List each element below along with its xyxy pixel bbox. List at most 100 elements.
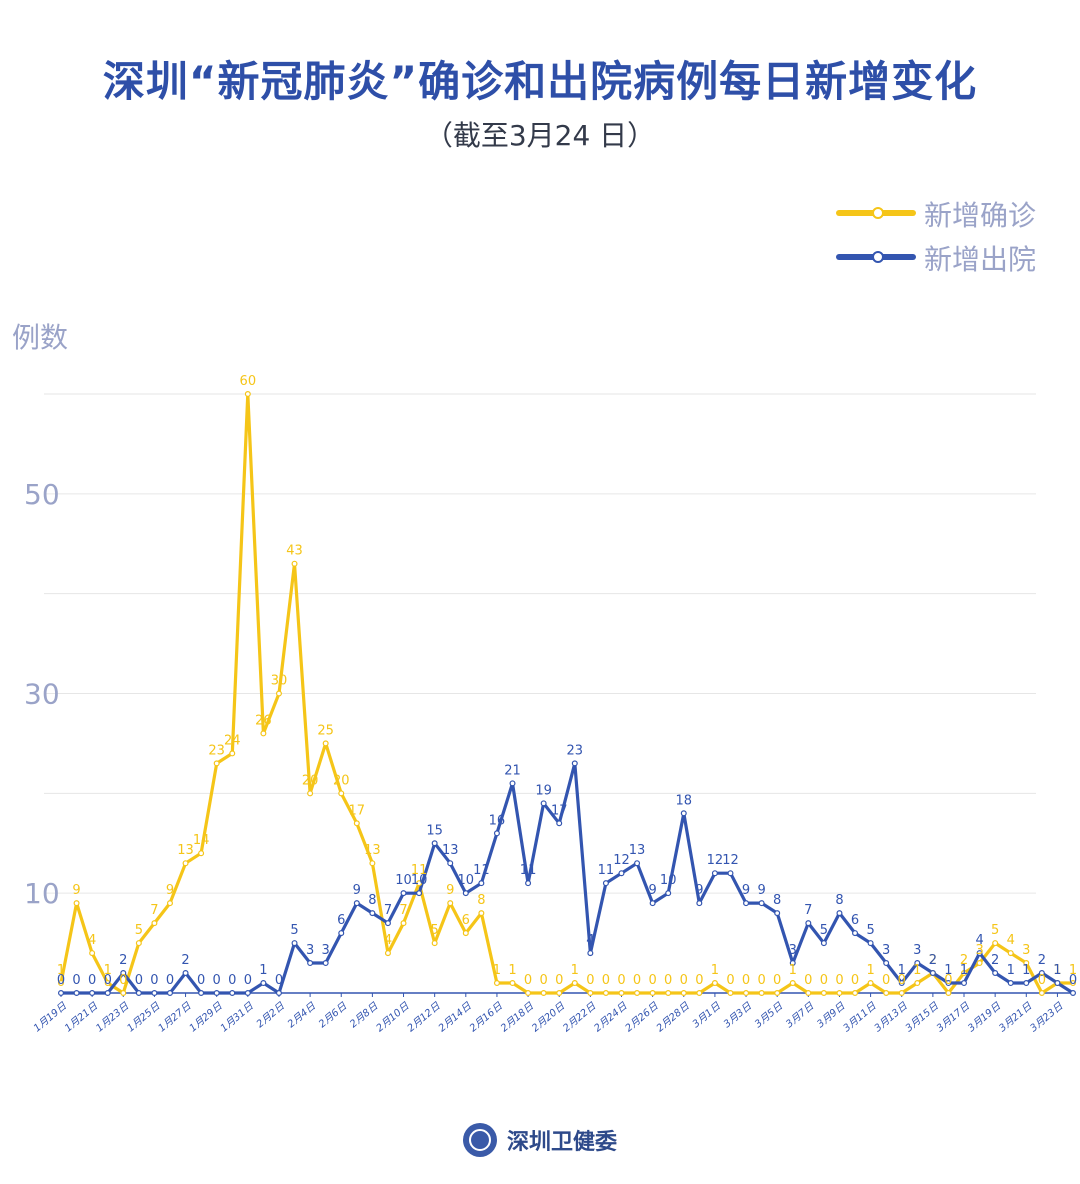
data-label-discharged: 3 <box>306 943 314 958</box>
data-point-discharged <box>307 960 314 967</box>
data-label-confirmed: 9 <box>72 883 80 898</box>
data-point-discharged <box>836 910 843 917</box>
data-point-discharged <box>852 930 859 937</box>
data-point-discharged <box>166 989 173 996</box>
page-subtitle: （截至3月24 日） <box>424 119 656 152</box>
x-tick-label: 3月13日 <box>873 1000 911 1034</box>
data-label-discharged: 0 <box>197 973 205 988</box>
data-label-discharged: 2 <box>991 953 999 968</box>
x-tick-label: 2月26日 <box>624 1000 662 1034</box>
data-point-discharged <box>353 900 360 907</box>
data-label-discharged: 7 <box>384 903 392 918</box>
data-label-confirmed: 0 <box>757 973 765 988</box>
data-point-confirmed <box>416 880 423 887</box>
data-point-discharged <box>945 980 952 987</box>
x-tick-label: 3月7日 <box>784 1000 817 1030</box>
x-tick-label: 3月15日 <box>904 1000 942 1034</box>
data-label-discharged: 0 <box>104 973 112 988</box>
data-label-confirmed: 0 <box>633 973 641 988</box>
x-tick-label: 2月2日 <box>255 1000 288 1030</box>
data-point-discharged <box>1023 980 1030 987</box>
data-label-confirmed: 13 <box>177 843 194 858</box>
data-label-confirmed: 1 <box>1069 963 1077 978</box>
line-chart: 1030501月19日1月21日1月23日1月25日1月27日1月29日1月31… <box>24 374 1077 1034</box>
data-label-confirmed: 0 <box>540 973 548 988</box>
data-point-discharged <box>665 890 672 897</box>
data-point-discharged <box>992 970 999 977</box>
x-tick-label: 3月21日 <box>997 1000 1035 1034</box>
data-label-discharged: 10 <box>411 873 428 888</box>
legend: 新增确诊 新增出院 <box>836 192 1076 280</box>
data-point-confirmed <box>244 391 251 398</box>
x-tick-label: 2月6日 <box>317 1000 350 1030</box>
x-tick-label: 3月11日 <box>842 1000 880 1034</box>
data-label-confirmed: 4 <box>1007 933 1015 948</box>
data-label-confirmed: 0 <box>680 973 688 988</box>
data-label-confirmed: 3 <box>975 943 983 958</box>
health-commission-logo-icon <box>462 1123 497 1157</box>
data-label-discharged: 8 <box>835 893 843 908</box>
data-label-discharged: 3 <box>322 943 330 958</box>
data-point-discharged <box>743 900 750 907</box>
x-tick-label: 1月21日 <box>63 1000 101 1034</box>
data-point-discharged <box>73 989 80 996</box>
data-label-confirmed: 1 <box>508 963 516 978</box>
footer: 深圳卫健委 <box>0 1120 1080 1160</box>
data-label-confirmed: 0 <box>1038 973 1046 988</box>
data-point-confirmed <box>57 980 64 987</box>
data-point-confirmed <box>898 989 905 996</box>
legend-label-discharged: 新增出院 <box>924 243 1037 276</box>
data-point-confirmed <box>400 920 407 927</box>
data-point-discharged <box>634 860 641 867</box>
data-label-discharged: 1 <box>898 963 906 978</box>
data-label-confirmed: 23 <box>208 743 225 758</box>
data-label-discharged: 0 <box>1069 973 1077 988</box>
data-point-discharged <box>914 960 921 967</box>
data-point-confirmed <box>540 989 547 996</box>
data-point-discharged <box>525 880 532 887</box>
data-point-discharged <box>151 989 158 996</box>
data-point-confirmed <box>525 989 532 996</box>
data-label-discharged: 2 <box>929 953 937 968</box>
data-point-confirmed <box>1007 950 1014 957</box>
data-label-confirmed: 4 <box>88 933 96 948</box>
data-label-confirmed: 0 <box>602 973 610 988</box>
data-point-confirmed <box>820 989 827 996</box>
data-point-confirmed <box>634 989 641 996</box>
data-point-confirmed <box>73 900 80 907</box>
x-tick-label: 1月25日 <box>125 1000 163 1034</box>
data-point-discharged <box>571 760 578 767</box>
data-label-confirmed: 9 <box>166 883 174 898</box>
data-point-discharged <box>929 970 936 977</box>
data-label-discharged: 1 <box>960 963 968 978</box>
x-tick-label: 3月5日 <box>753 1000 786 1030</box>
data-point-confirmed <box>961 970 968 977</box>
data-label-confirmed: 20 <box>302 773 319 788</box>
data-point-confirmed <box>104 980 111 987</box>
data-point-confirmed <box>883 989 890 996</box>
data-point-confirmed <box>571 980 578 987</box>
data-label-discharged: 9 <box>757 883 765 898</box>
data-point-discharged <box>898 980 905 987</box>
data-label-confirmed: 9 <box>446 883 454 898</box>
data-label-discharged: 0 <box>228 973 236 988</box>
data-label-confirmed: 43 <box>286 544 303 559</box>
x-tick-label: 1月29日 <box>188 1000 226 1034</box>
data-label-confirmed: 6 <box>462 913 470 928</box>
series-line-confirmed <box>59 392 1075 995</box>
x-tick-label: 2月16日 <box>468 1000 506 1034</box>
data-point-discharged <box>789 960 796 967</box>
data-point-confirmed <box>135 940 142 947</box>
data-point-confirmed <box>727 989 734 996</box>
data-point-discharged <box>1007 980 1014 987</box>
data-label-confirmed: 0 <box>726 973 734 988</box>
legend-label-confirmed: 新增确诊 <box>924 199 1037 232</box>
x-tick-label: 1月31日 <box>219 1000 257 1034</box>
data-point-confirmed <box>774 989 781 996</box>
data-point-confirmed <box>743 989 750 996</box>
data-point-discharged <box>618 870 625 877</box>
data-point-discharged <box>711 870 718 877</box>
data-label-confirmed: 0 <box>898 973 906 988</box>
data-point-discharged <box>244 989 251 996</box>
data-label-confirmed: 0 <box>944 973 952 988</box>
